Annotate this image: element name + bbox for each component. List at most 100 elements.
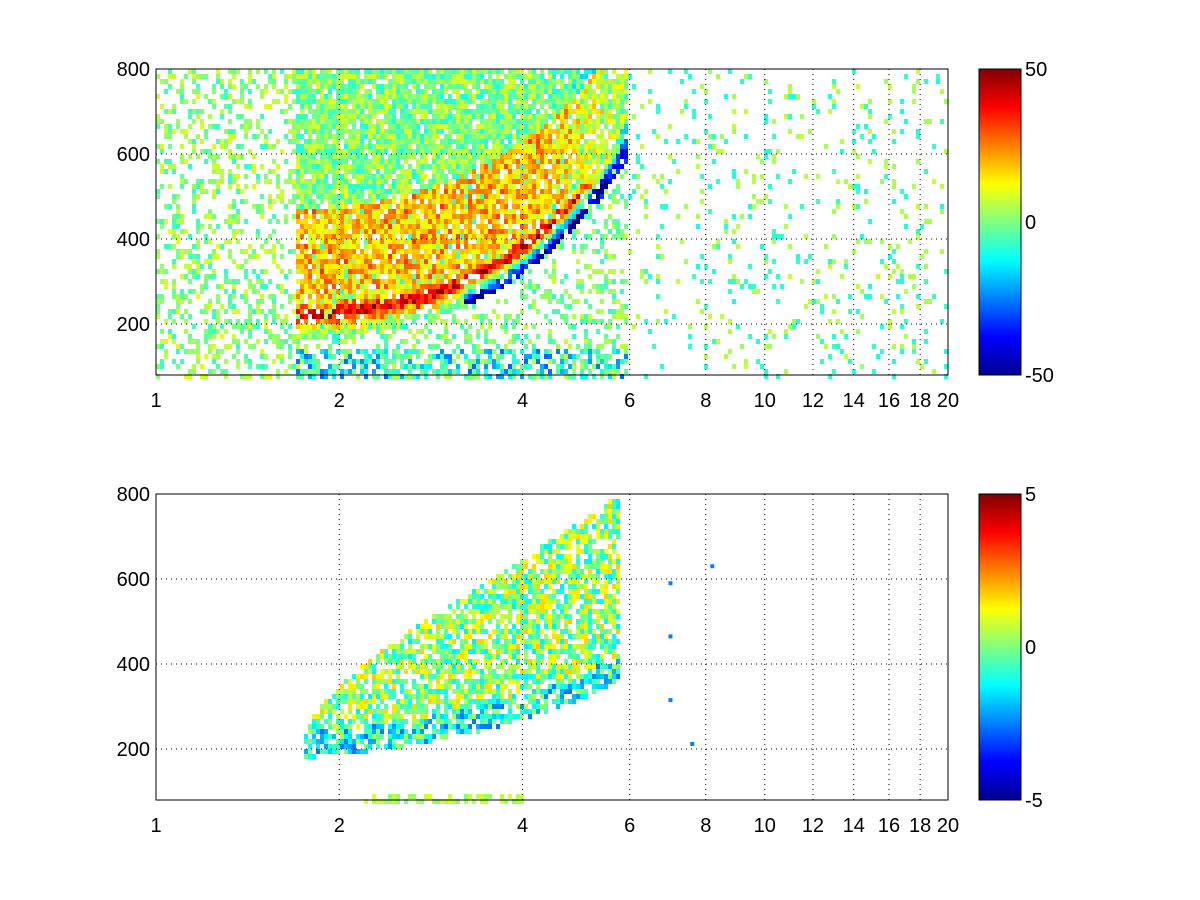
top-heatmap-cell (400, 79, 404, 84)
top-heatmap-cell (344, 179, 348, 184)
top-heatmap-cell (464, 114, 468, 119)
top-heatmap-cell (160, 164, 164, 169)
top-heatmap-cell (364, 114, 368, 119)
top-heatmap-cell (340, 194, 344, 199)
top-heatmap-cell (540, 224, 544, 229)
top-heatmap-cell (384, 239, 388, 244)
top-heatmap-cell (344, 259, 348, 264)
top-heatmap-cell (188, 279, 192, 284)
top-heatmap-cell (376, 374, 380, 379)
top-heatmap-cell (852, 184, 856, 189)
top-heatmap-cell (832, 104, 836, 109)
top-heatmap-cell (296, 324, 300, 329)
top-heatmap-cell (156, 74, 160, 79)
top-heatmap-cell (488, 189, 492, 194)
top-heatmap-cell (608, 214, 612, 219)
top-heatmap-cell (832, 99, 836, 104)
top-heatmap-cell (344, 284, 348, 289)
top-heatmap-cell (544, 294, 548, 299)
top-heatmap-cell (568, 169, 572, 174)
top-heatmap-cell (528, 159, 532, 164)
top-heatmap-cell (440, 204, 444, 209)
top-heatmap-cell (372, 324, 376, 329)
top-heatmap-cell (568, 154, 572, 159)
top-heatmap-cell (464, 74, 468, 79)
top-heatmap-cell (240, 99, 244, 104)
top-heatmap-cell (296, 179, 300, 184)
top-heatmap-cell (164, 109, 168, 114)
top-heatmap-cell (672, 159, 676, 164)
top-heatmap-cell (436, 299, 440, 304)
top-heatmap-cell (372, 254, 376, 259)
top-heatmap-cell (784, 114, 788, 119)
top-heatmap-cell (216, 184, 220, 189)
top-heatmap-cell (480, 349, 484, 354)
top-heatmap-cell (160, 329, 164, 334)
top-heatmap-cell (500, 179, 504, 184)
top-heatmap-cell (604, 224, 608, 229)
top-heatmap-cell (604, 189, 608, 194)
top-heatmap-cell (768, 149, 772, 154)
top-heatmap-cell (524, 354, 528, 359)
top-heatmap-cell (188, 124, 192, 129)
top-heatmap-cell (172, 164, 176, 169)
top-heatmap-cell (468, 199, 472, 204)
top-heatmap-cell (480, 359, 484, 364)
top-heatmap-cell (284, 274, 288, 279)
top-heatmap-cell (408, 369, 412, 374)
top-heatmap-cell (856, 239, 860, 244)
top-heatmap-cell (260, 144, 264, 149)
top-heatmap-cell (408, 299, 412, 304)
top-heatmap-cell (428, 354, 432, 359)
top-heatmap-cell (440, 99, 444, 104)
top-heatmap-cell (612, 149, 616, 154)
top-heatmap-cell (480, 319, 484, 324)
top-heatmap-cell (440, 239, 444, 244)
top-heatmap-cell (528, 134, 532, 139)
top-heatmap-cell (576, 84, 580, 89)
top-heatmap-cell (204, 354, 208, 359)
top-heatmap-cell (448, 239, 452, 244)
top-heatmap-cell (472, 139, 476, 144)
top-heatmap-cell (596, 189, 600, 194)
top-heatmap-cell (504, 84, 508, 89)
top-heatmap-cell (296, 74, 300, 79)
top-heatmap-cell (568, 174, 572, 179)
top-heatmap-cell (580, 289, 584, 294)
top-heatmap-cell (568, 84, 572, 89)
top-heatmap-cell (508, 94, 512, 99)
top-heatmap-cell (332, 149, 336, 154)
top-heatmap-cell (368, 119, 372, 124)
top-heatmap-cell (584, 194, 588, 199)
top-heatmap-cell (564, 224, 568, 229)
top-heatmap-cell (340, 69, 344, 74)
top-heatmap-cell (604, 179, 608, 184)
top-heatmap-cell (416, 244, 420, 249)
top-heatmap-cell (364, 229, 368, 234)
top-heatmap-cell (424, 299, 428, 304)
top-heatmap-cell (788, 94, 792, 99)
top-heatmap-cell (320, 269, 324, 274)
top-heatmap-cell (512, 174, 516, 179)
top-heatmap-cell (276, 344, 280, 349)
top-heatmap-cell (364, 154, 368, 159)
top-heatmap-cell (404, 294, 408, 299)
top-heatmap-cell (560, 179, 564, 184)
top-heatmap-cell (260, 114, 264, 119)
top-heatmap-cell (484, 259, 488, 264)
top-heatmap-cell (300, 199, 304, 204)
top-heatmap-cell (236, 154, 240, 159)
top-heatmap-cell (384, 139, 388, 144)
top-heatmap-cell (440, 264, 444, 269)
top-heatmap-cell (224, 239, 228, 244)
top-heatmap-cell (560, 134, 564, 139)
top-heatmap-cell (464, 259, 468, 264)
top-heatmap-cell (188, 114, 192, 119)
top-heatmap-cell (548, 339, 552, 344)
top-heatmap-cell (488, 244, 492, 249)
top-heatmap-cell (444, 339, 448, 344)
top-heatmap-cell (500, 234, 504, 239)
top-heatmap-cell (352, 79, 356, 84)
top-heatmap-cell (332, 104, 336, 109)
top-heatmap-cell (432, 119, 436, 124)
